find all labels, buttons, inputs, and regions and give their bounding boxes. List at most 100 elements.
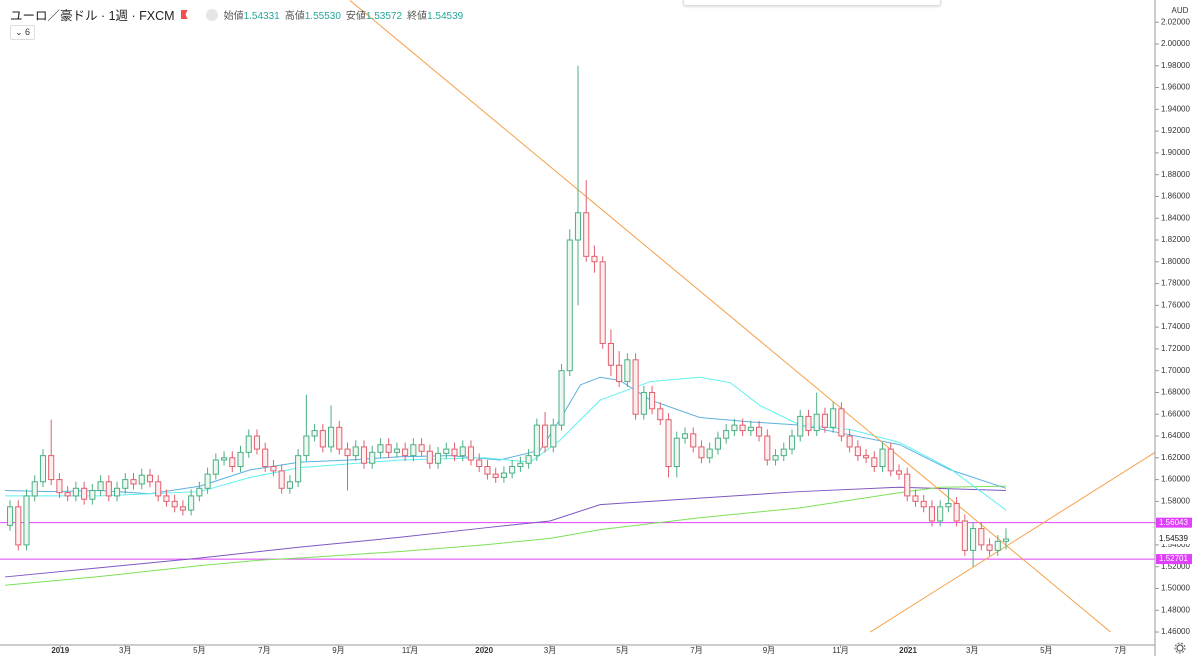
candle-body <box>48 455 55 481</box>
candle-body <box>912 495 919 502</box>
candle-body <box>97 481 104 491</box>
candle-body <box>780 448 787 457</box>
last-price-tag <box>1156 534 1192 545</box>
candle-body <box>739 424 746 432</box>
candle-body <box>978 528 985 546</box>
candle-body <box>336 426 343 450</box>
candle-body <box>467 446 475 461</box>
ohlc-label: 高値 <box>284 11 305 22</box>
x-tick-label: 11月 <box>832 646 848 655</box>
candle-body <box>928 506 935 522</box>
candle-body <box>435 452 442 464</box>
y-tick-label: 1.50000 <box>1161 584 1190 593</box>
candle-body <box>599 261 606 344</box>
symbol-title[interactable]: ユーロ／豪ドル · 1週 · FXCM <box>10 9 175 23</box>
indicator-toggle[interactable]: ⌄ 6 <box>10 25 36 40</box>
candle-body <box>443 448 450 454</box>
trend-line <box>869 451 1155 633</box>
candle-body <box>838 408 845 437</box>
y-tick-label: 1.92000 <box>1161 126 1190 135</box>
x-tick-label: 3月 <box>966 646 978 655</box>
flag-icon[interactable] <box>180 10 188 19</box>
ohlc-value: 1.54331 <box>243 11 280 22</box>
search-box[interactable] <box>683 0 941 6</box>
candle-body <box>319 430 326 448</box>
candle-body <box>574 212 582 241</box>
candle-body <box>854 446 861 457</box>
candle-body <box>39 455 47 483</box>
candle-body <box>237 451 244 468</box>
candle-body <box>706 448 713 459</box>
candle-body <box>657 408 664 421</box>
candle-body <box>328 426 335 448</box>
settings-icon[interactable] <box>1174 642 1186 654</box>
candle-body <box>583 212 590 257</box>
candle-body <box>607 342 614 366</box>
x-tick-label: 9月 <box>332 646 344 655</box>
candle-body <box>253 435 261 450</box>
y-tick-label: 1.90000 <box>1161 148 1190 157</box>
candle-body <box>788 435 796 450</box>
candle-body <box>764 435 771 461</box>
candle-body <box>72 487 79 497</box>
candle-body <box>402 448 409 457</box>
y-tick-label: 1.82000 <box>1161 235 1190 244</box>
ohlc-value: 1.55530 <box>304 11 341 22</box>
y-tick-label: 1.96000 <box>1161 83 1190 92</box>
y-tick-label: 1.94000 <box>1161 104 1190 113</box>
ohlc-value: 1.53572 <box>365 11 403 22</box>
candle-body <box>188 495 195 511</box>
candle-body <box>525 455 532 464</box>
y-tick-label: 1.86000 <box>1161 192 1190 201</box>
candle-body <box>805 415 812 432</box>
last-price-label: 1.54539 <box>1159 534 1188 543</box>
candle-body <box>418 444 425 452</box>
candle-body <box>492 473 499 478</box>
y-tick-label: 1.64000 <box>1161 431 1190 440</box>
y-tick-label: 1.88000 <box>1161 170 1190 179</box>
candle-body <box>393 448 400 453</box>
candle-body <box>640 391 647 415</box>
candle-body <box>673 437 680 468</box>
candle-body <box>204 473 211 489</box>
candle-body <box>945 503 952 508</box>
candle-body <box>714 437 721 450</box>
candle-body <box>698 446 705 459</box>
x-tick-label: 11月 <box>402 646 418 655</box>
candle-body <box>81 487 88 500</box>
currency-label: AUD <box>1172 6 1189 15</box>
x-tick-label: 5月 <box>1040 646 1052 655</box>
trend-line <box>349 0 1111 633</box>
candle-body <box>212 459 219 475</box>
level-tag <box>1156 554 1192 565</box>
candle-body <box>105 481 112 497</box>
candle-body <box>15 506 22 546</box>
plot-area <box>0 0 1155 633</box>
candle-body <box>961 520 968 551</box>
y-tick-label: 1.72000 <box>1161 344 1190 353</box>
y-tick-label: 1.78000 <box>1161 279 1190 288</box>
y-tick-label: 1.66000 <box>1161 409 1190 418</box>
candle-body <box>772 455 779 461</box>
candle-body <box>723 430 730 439</box>
candle-body <box>377 444 384 453</box>
candle-body <box>550 424 557 448</box>
candle-body <box>484 466 491 475</box>
candle-body <box>690 433 697 448</box>
level-label: 1.56043 <box>1159 518 1188 527</box>
y-tick-label: 1.98000 <box>1161 61 1190 70</box>
y-tick-label: 1.48000 <box>1161 605 1190 614</box>
candle-body <box>879 448 886 468</box>
x-tick-label: 5月 <box>616 646 628 655</box>
candle-body <box>476 459 483 468</box>
candle-body <box>566 239 573 372</box>
candle-body <box>616 364 623 383</box>
candle-body <box>846 435 853 448</box>
candle-body <box>89 489 96 500</box>
candle-body <box>311 430 318 437</box>
y-tick-label: 1.60000 <box>1161 475 1190 484</box>
candle-body <box>122 479 129 489</box>
more-button[interactable] <box>205 8 218 21</box>
candle-body <box>830 408 837 428</box>
